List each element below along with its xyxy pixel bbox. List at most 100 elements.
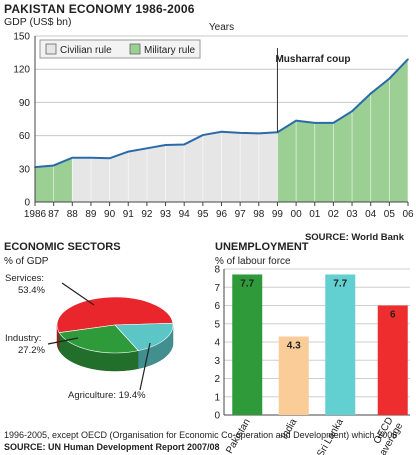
unemp-bar-2 xyxy=(325,274,356,415)
unemp-ytick-label: 0 xyxy=(214,411,220,422)
pie-label-agriculture: Agriculture: 19.4% xyxy=(68,390,146,401)
gdp-ytick-label: 120 xyxy=(13,65,30,76)
gdp-axis-label: GDP (US$ bn) xyxy=(4,16,72,28)
gdp-xtick-label: 92 xyxy=(141,209,153,220)
gdp-xtick-label: 01 xyxy=(309,209,321,220)
gdp-data-point xyxy=(202,134,204,136)
gdp-xtick-label: 00 xyxy=(291,209,303,220)
sectors-title: ECONOMIC SECTORS xyxy=(4,241,121,253)
gdp-data-point xyxy=(369,92,372,95)
unemp-category-label: Sri Lanka xyxy=(315,417,346,455)
gdp-xtick-label: 98 xyxy=(253,209,265,220)
gdp-ytick-label: 90 xyxy=(19,98,31,109)
pie-label-services: Services: xyxy=(5,273,44,284)
pie-slice-services xyxy=(56,296,174,333)
gdp-data-point xyxy=(71,156,74,159)
gdp-data-point xyxy=(351,110,353,113)
page-title: PAKISTAN ECONOMY 1986-2006 xyxy=(4,2,195,16)
gdp-xtick-label: 04 xyxy=(365,209,377,220)
unemp-category-label: Pakistan xyxy=(224,417,253,455)
unemp-ytick-label: 3 xyxy=(214,356,220,367)
legend-label: Civilian rule xyxy=(60,45,112,56)
gdp-xtick-label: 88 xyxy=(67,209,79,220)
legend-swatch xyxy=(45,43,57,55)
gdp-data-point xyxy=(146,147,148,150)
pie-value-industry: 27.2% xyxy=(18,345,45,356)
unemp-category-label: OECDaverage xyxy=(368,415,405,455)
civilian-rule-area xyxy=(72,131,278,202)
gdp-data-point xyxy=(388,77,391,80)
gdp-source: SOURCE: World Bank xyxy=(304,232,404,243)
gdp-ytick-label: 30 xyxy=(19,164,31,175)
unemp-bar-value-label: 6 xyxy=(390,310,396,321)
unemp-category-label: India xyxy=(279,417,300,442)
unemp-ytick-label: 5 xyxy=(214,319,220,330)
unemp-bar-1 xyxy=(278,336,309,415)
legend-label: Military rule xyxy=(144,45,196,56)
footnote-source: SOURCE: UN Human Development Report 2007… xyxy=(4,442,220,452)
gdp-data-point xyxy=(127,150,130,153)
unemp-ytick-label: 8 xyxy=(214,265,220,276)
gdp-data-point xyxy=(313,122,316,124)
gdp-ytick-label: 150 xyxy=(13,32,30,43)
gdp-data-point xyxy=(332,122,335,124)
gdp-xtick-label: 03 xyxy=(346,209,358,220)
gdp-xtick-label: 94 xyxy=(179,209,191,220)
unemp-bar-value-label: 7.7 xyxy=(240,278,254,289)
gdp-xtick-label: 06 xyxy=(402,209,414,220)
gdp-data-point xyxy=(52,164,55,167)
unemp-bar-0 xyxy=(232,274,263,415)
unemp-bar-3 xyxy=(377,305,408,415)
gdp-data-point xyxy=(108,157,111,160)
gdp-xtick-label: 91 xyxy=(123,209,135,220)
gdp-xtick-label: 02 xyxy=(328,209,340,220)
sectors-subtitle: % of GDP xyxy=(4,256,49,267)
pie-leader-industry xyxy=(47,337,79,345)
unemployment-title: UNEMPLOYMENT xyxy=(215,241,309,253)
footnote: 1996-2005, except OECD (Organisation for… xyxy=(4,430,398,440)
gdp-data-point xyxy=(239,132,241,134)
gdp-xtick-label: 99 xyxy=(272,209,284,220)
pie-leader-services xyxy=(61,282,95,306)
gdp-xtick-label: 1986 xyxy=(24,209,47,220)
coup-annotation-label: Musharraf coup xyxy=(275,54,350,65)
gdp-data-point xyxy=(90,156,92,159)
gdp-xtick-label: 90 xyxy=(104,209,116,220)
gdp-legend: Civilian rule Military rule xyxy=(39,39,201,59)
unemp-ytick-label: 6 xyxy=(214,301,220,312)
gdp-xtick-label: 05 xyxy=(384,209,396,220)
gdp-xtick-label: 93 xyxy=(160,209,172,220)
legend-box xyxy=(39,39,201,59)
pie-label-industry: Industry: xyxy=(5,333,41,344)
legend-swatch xyxy=(129,43,141,55)
gdp-xtick-label: 96 xyxy=(216,209,228,220)
gdp-x-axis-title: Years xyxy=(209,22,234,33)
sectors-pie-chart: Services:53.4% Industry:27.2% Agriculture:… xyxy=(5,273,174,401)
unemployment-subtitle: % of labour force xyxy=(215,256,291,267)
pie-leader-agriculture xyxy=(139,342,151,391)
gdp-ytick-label: 0 xyxy=(24,198,30,209)
gdp-xtick-label: 87 xyxy=(48,209,60,220)
unemp-ytick-label: 2 xyxy=(214,374,220,385)
gdp-xtick-label: 89 xyxy=(85,209,97,220)
pie-slice-industry xyxy=(58,324,139,354)
gdp-xtick-label: 97 xyxy=(235,209,247,220)
military-rule-area xyxy=(277,59,408,202)
unemp-bar-value-label: 7.7 xyxy=(333,278,347,289)
gdp-xtick-label: 95 xyxy=(197,209,209,220)
pie-value-services: 53.4% xyxy=(18,285,45,296)
gdp-data-point xyxy=(407,58,409,61)
gdp-data-point xyxy=(220,130,223,133)
gdp-ytick-label: 60 xyxy=(19,131,31,142)
unemp-ytick-label: 1 xyxy=(214,392,220,403)
gdp-data-point xyxy=(295,119,297,122)
unemp-ytick-label: 4 xyxy=(214,338,220,349)
unemp-bar-value-label: 4.3 xyxy=(287,341,301,352)
unemp-ytick-label: 7 xyxy=(214,283,220,294)
gdp-data-point xyxy=(164,144,167,146)
gdp-data-point xyxy=(258,132,260,135)
pie-slice-agriculture xyxy=(114,322,174,351)
unemployment-bar-chart: 0 1 2 3 4 5 6 7 8 7.7 Pakistan 4.3 India 7.7 Sri Lanka… xyxy=(214,265,410,455)
